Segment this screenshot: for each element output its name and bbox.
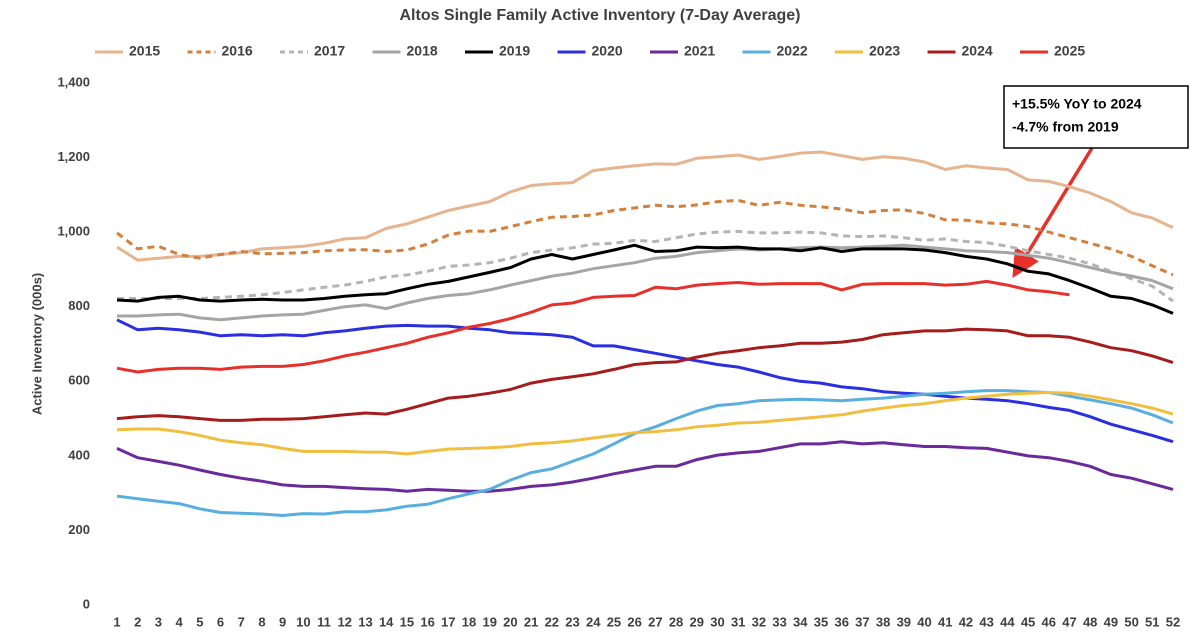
annotation-arrow — [1012, 147, 1094, 278]
y-tick-label: 1,200 — [57, 149, 90, 164]
series-line — [116, 150, 1174, 262]
x-tick-label: 6 — [217, 614, 224, 629]
x-tick-label: 48 — [1083, 614, 1097, 629]
y-tick-label: 1,000 — [57, 224, 90, 239]
x-tick-label: 42 — [959, 614, 973, 629]
annotation-line: -4.7% from 2019 — [1012, 119, 1119, 135]
x-tick-label: 46 — [1042, 614, 1056, 629]
x-tick-label: 30 — [710, 614, 724, 629]
x-tick-label: 16 — [420, 614, 434, 629]
x-tick-label: 35 — [814, 614, 828, 629]
x-tick-label: 38 — [876, 614, 890, 629]
x-tick-label: 15 — [400, 614, 414, 629]
legend-label: 2021 — [684, 43, 715, 59]
x-tick-label: 27 — [648, 614, 662, 629]
series-line — [116, 327, 1174, 422]
series-line — [116, 279, 1070, 374]
y-tick-label: 1,400 — [57, 74, 90, 89]
series-line — [116, 198, 1174, 277]
legend-label: 2018 — [407, 43, 438, 59]
x-tick-label: 22 — [545, 614, 559, 629]
x-tick-label: 37 — [855, 614, 869, 629]
legend-label: 2019 — [499, 43, 530, 59]
x-tick-label: 28 — [669, 614, 683, 629]
x-tick-label: 45 — [1021, 614, 1035, 629]
x-tick-label: 43 — [979, 614, 993, 629]
y-tick-label: 400 — [68, 447, 90, 462]
x-tick-label: 44 — [1000, 614, 1015, 629]
x-tick-label: 9 — [279, 614, 286, 629]
x-tick-label: 19 — [482, 614, 496, 629]
series-line — [116, 243, 1174, 315]
x-tick-label: 41 — [938, 614, 952, 629]
annotation-box — [1003, 85, 1189, 149]
x-tick-label: 7 — [238, 614, 245, 629]
x-tick-label: 5 — [196, 614, 203, 629]
x-tick-label: 18 — [462, 614, 476, 629]
legend-label: 2024 — [962, 43, 993, 59]
series-line — [116, 318, 1174, 444]
x-tick-label: 10 — [296, 614, 310, 629]
series-line — [117, 243, 1174, 322]
x-tick-label: 24 — [586, 614, 601, 629]
x-tick-label: 2 — [134, 614, 141, 629]
x-tick-label: 25 — [607, 614, 621, 629]
x-tick-label: 8 — [258, 614, 265, 629]
x-tick-label: 14 — [379, 614, 394, 629]
x-tick-label: 29 — [690, 614, 704, 629]
x-tick-label: 3 — [155, 614, 162, 629]
series-line — [116, 389, 1174, 517]
x-tick-label: 49 — [1104, 614, 1118, 629]
y-tick-label: 200 — [68, 522, 90, 537]
series-line — [116, 440, 1174, 493]
legend-label: 2025 — [1054, 43, 1085, 59]
legend-label: 2020 — [592, 43, 623, 59]
y-tick-label: 600 — [68, 373, 90, 388]
x-tick-label: 11 — [317, 614, 331, 629]
legend-label: 2016 — [222, 43, 253, 59]
x-tick-label: 20 — [503, 614, 517, 629]
legend-label: 2023 — [869, 43, 900, 59]
x-tick-label: 33 — [772, 614, 786, 629]
x-tick-label: 21 — [524, 614, 538, 629]
legend-label: 2022 — [777, 43, 808, 59]
x-tick-label: 50 — [1124, 614, 1138, 629]
x-tick-label: 26 — [627, 614, 641, 629]
x-tick-label: 52 — [1166, 614, 1180, 629]
x-tick-label: 47 — [1062, 614, 1076, 629]
x-tick-label: 40 — [917, 614, 931, 629]
y-tick-label: 0 — [83, 596, 90, 611]
annotation-line: +15.5% YoY to 2024 — [1012, 96, 1142, 112]
x-tick-label: 12 — [338, 614, 352, 629]
series-line — [117, 229, 1174, 303]
x-tick-label: 39 — [897, 614, 911, 629]
x-tick-label: 31 — [731, 614, 745, 629]
x-tick-label: 13 — [358, 614, 372, 629]
x-tick-label: 34 — [793, 614, 808, 629]
x-tick-label: 51 — [1145, 614, 1159, 629]
x-tick-label: 36 — [834, 614, 848, 629]
x-tick-label: 4 — [176, 614, 184, 629]
y-tick-label: 800 — [68, 298, 90, 313]
x-tick-label: 1 — [113, 614, 120, 629]
x-tick-label: 23 — [565, 614, 579, 629]
series-line — [116, 391, 1174, 456]
chart-title: Altos Single Family Active Inventory (7-… — [399, 7, 800, 24]
x-tick-label: 32 — [752, 614, 766, 629]
legend-label: 2017 — [314, 43, 345, 59]
x-tick-label: 17 — [441, 614, 455, 629]
legend-label: 2015 — [129, 43, 160, 59]
y-axis-label: Active Inventory (000s) — [29, 273, 44, 415]
